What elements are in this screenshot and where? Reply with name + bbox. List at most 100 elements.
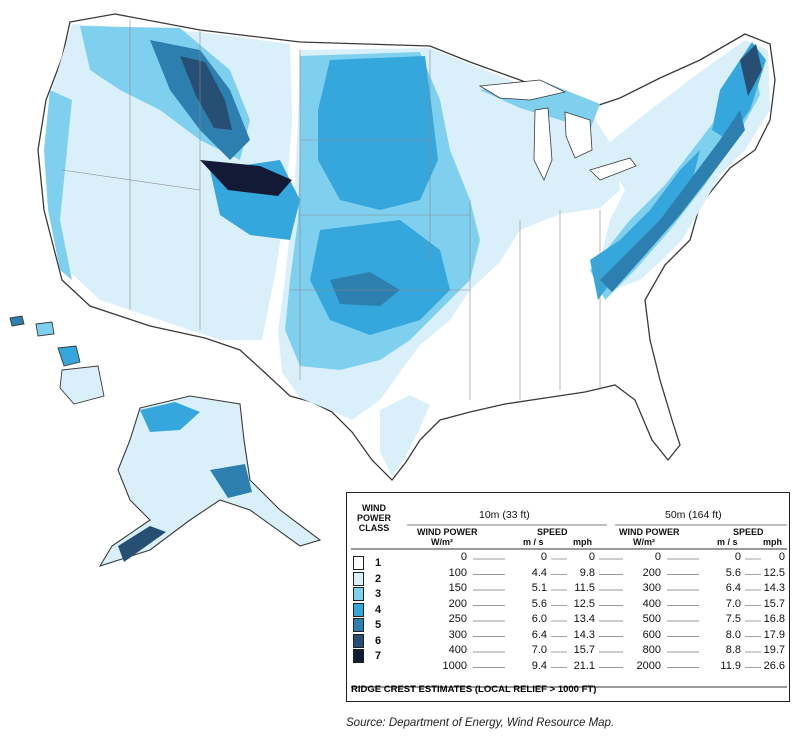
legend-value-p50: 400 — [642, 597, 661, 610]
source-caption: Source: Department of Energy, Wind Resou… — [346, 717, 615, 729]
legend-footnote: RIDGE CREST ESTIMATES (LOCAL RELIEF > 10… — [351, 684, 597, 695]
legend-value-mph50: 19.7 — [763, 644, 785, 656]
legend-ms-50m: m / s — [717, 537, 738, 547]
wind-power-legend: WIND POWER CLASS 10m (33 ft) 50m (164 ft… — [346, 492, 790, 702]
legend-value-p10: 0 — [460, 551, 467, 563]
class2-region-texas-coast — [380, 395, 430, 476]
state-boundaries — [61, 20, 601, 400]
legend-mph-50m: mph — [763, 537, 782, 547]
legend-value-mph10: 13.4 — [573, 613, 595, 625]
legend-value-ms10: 7.0 — [531, 644, 547, 656]
legend-value-mph10: 12.5 — [573, 597, 595, 610]
legend-class-label-4: 4 — [375, 603, 382, 616]
hawaii-islands — [9, 315, 105, 405]
lake-michigan — [533, 107, 553, 181]
legend-value-p50: 2000 — [636, 659, 661, 672]
legend-unit-50m: W/m² — [633, 537, 655, 547]
lake-superior — [478, 79, 567, 101]
legend-value-p50: 600 — [642, 628, 661, 641]
legend-value-ms50: 7.0 — [725, 597, 741, 610]
legend-value-ms50: 6.4 — [725, 582, 741, 594]
legend-value-p50: 0 — [654, 551, 661, 563]
legend-swatch-class-4 — [353, 602, 364, 617]
legend-swatch-class-2 — [353, 571, 364, 586]
legend-value-p10: 400 — [448, 644, 467, 656]
legend-value-mph10: 11.5 — [574, 582, 595, 594]
legend-value-p50: 200 — [642, 566, 661, 579]
legend-class-label-3: 3 — [375, 588, 382, 600]
legend-value-mph10: 15.7 — [573, 644, 595, 656]
legend-value-ms10: 5.6 — [531, 597, 547, 610]
lake-erie — [589, 157, 637, 181]
legend-ms-10m: m / s — [523, 537, 544, 547]
legend-value-ms50: 8.8 — [725, 644, 741, 656]
legend-value-ms50: 11.9 — [720, 659, 741, 672]
legend-class-header-3: CLASS — [358, 523, 390, 533]
class5-region-appalachian-ridges — [600, 110, 745, 292]
legend-value-ms10: 5.1 — [531, 582, 547, 594]
class4-region-kansas — [310, 220, 450, 335]
legend-value-p10: 200 — [448, 597, 467, 610]
legend-value-mph50: 0 — [778, 551, 785, 563]
legend-rules — [351, 524, 787, 688]
legend-value-p10: 150 — [448, 582, 467, 594]
legend-value-mph10: 14.3 — [573, 628, 595, 641]
legend-swatch-class-1 — [353, 556, 364, 570]
legend-value-ms50: 5.6 — [725, 566, 741, 579]
legend-class-label-5: 5 — [375, 619, 382, 631]
legend-class-label-2: 2 — [375, 572, 382, 585]
legend-speed-10m: SPEED — [537, 527, 568, 537]
lake-huron — [564, 111, 593, 159]
alaska-class6 — [118, 526, 166, 562]
legend-value-mph10: 0 — [588, 551, 595, 563]
legend-value-mph50: 17.9 — [763, 628, 785, 641]
legend-value-mph50: 26.6 — [763, 659, 785, 672]
legend-value-mph50: 12.5 — [763, 566, 785, 579]
class5-region-texas-ridge — [330, 272, 400, 306]
legend-value-p10: 300 — [448, 628, 467, 641]
legend-class-header-2: POWER — [357, 513, 392, 523]
alaska-class4 — [140, 402, 200, 432]
legend-unit-10m: W/m² — [431, 537, 453, 547]
legend-class-header-1: WIND — [362, 503, 386, 513]
legend-wind-power-10m: WIND POWER — [417, 527, 478, 537]
legend-value-p10: 1000 — [442, 659, 467, 672]
legend-value-p50: 500 — [642, 613, 661, 625]
legend-value-ms10: 0 — [540, 551, 547, 563]
legend-mph-10m: mph — [573, 537, 592, 547]
legend-value-ms50: 0 — [734, 551, 741, 563]
legend-wind-power-50m: WIND POWER — [619, 527, 680, 537]
alaska-class5 — [210, 464, 252, 498]
class4-region-dakotas — [318, 56, 438, 210]
legend-value-ms50: 8.0 — [725, 628, 741, 641]
legend-value-ms10: 4.4 — [531, 566, 547, 579]
legend-speed-50m: SPEED — [733, 527, 764, 537]
class6-region-montana-ranges — [180, 56, 232, 130]
legend-value-mph50: 16.8 — [763, 613, 785, 625]
legend-class-label-1: 1 — [375, 557, 382, 569]
legend-value-mph10: 21.1 — [573, 659, 595, 672]
legend-value-mph50: 15.7 — [763, 597, 785, 610]
legend-value-ms10: 6.4 — [531, 628, 547, 641]
legend-group-10m: 10m (33 ft) — [479, 509, 530, 521]
legend-group-50m: 50m (164 ft) — [665, 509, 722, 521]
legend-value-p50: 800 — [642, 644, 661, 656]
legend-swatch-class-3 — [353, 587, 364, 601]
legend-value-p50: 300 — [642, 582, 661, 594]
legend-class-label-6: 6 — [375, 634, 382, 647]
class3-region-west-coast — [44, 90, 72, 280]
legend-value-ms50: 7.5 — [725, 613, 741, 625]
legend-value-mph10: 9.8 — [579, 566, 595, 579]
class7-region-ridge — [200, 160, 292, 196]
legend-swatch-class-7 — [353, 649, 364, 663]
class6-region-new-england-ridge — [740, 44, 762, 96]
legend-class-label-7: 7 — [375, 650, 382, 662]
legend-value-p10: 100 — [448, 566, 467, 579]
legend-value-p10: 250 — [448, 613, 467, 625]
legend-value-mph50: 14.3 — [763, 582, 785, 594]
legend-value-ms10: 6.0 — [531, 613, 547, 625]
legend-swatch-class-6 — [353, 633, 364, 648]
alaska-outline — [98, 395, 322, 567]
legend-swatch-class-5 — [353, 618, 364, 632]
